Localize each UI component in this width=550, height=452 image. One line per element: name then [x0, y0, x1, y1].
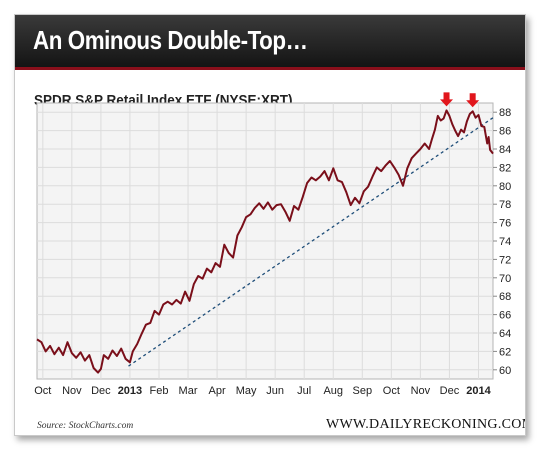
- y-tick-label: 76: [499, 218, 511, 230]
- down-arrow-icon: [440, 92, 454, 107]
- x-tick-label: Nov: [411, 385, 431, 397]
- y-tick-label: 88: [499, 107, 511, 119]
- y-tick-label: 72: [499, 254, 511, 266]
- x-tick-label: May: [236, 385, 257, 397]
- x-tick-label: Feb: [150, 385, 169, 397]
- x-tick-label: Dec: [440, 385, 460, 397]
- down-arrow-icon: [466, 93, 480, 108]
- source-credit: Source: StockCharts.com: [37, 421, 134, 431]
- website-credit: WWW.DAILYRECKONING.COM: [326, 417, 526, 432]
- chart-card: An Ominous Double-Top… SPDR S&P Retail I…: [14, 14, 526, 436]
- y-tick-label: 86: [499, 126, 511, 138]
- double-top-arrow: [466, 93, 480, 108]
- x-tick-label: Dec: [91, 385, 111, 397]
- x-tick-label: 2014: [466, 385, 491, 397]
- y-tick-label: 62: [499, 346, 511, 358]
- x-tick-label: Jun: [266, 385, 284, 397]
- y-tick-label: 74: [499, 236, 511, 248]
- x-tick-label: Jul: [297, 385, 311, 397]
- y-tick-label: 60: [499, 365, 511, 377]
- price-series-line: [36, 109, 494, 374]
- x-tick-label: Sep: [353, 385, 373, 397]
- banner-title: An Ominous Double-Top…: [33, 25, 308, 55]
- y-tick-label: 66: [499, 310, 511, 322]
- price-chart: 60 62 64 66 68 70 72 74 76 78 80 82 84 86 88 Oct Nov Dec 2…: [34, 92, 511, 397]
- x-tick-label: Aug: [323, 385, 343, 397]
- y-tick-label: 80: [499, 181, 511, 193]
- y-tick-label: 64: [499, 328, 511, 340]
- x-tick-label: Apr: [209, 385, 226, 397]
- y-tick-label: 70: [499, 273, 511, 285]
- y-tick-label: 78: [499, 199, 511, 211]
- x-tick-label: 2013: [118, 385, 142, 397]
- double-top-arrow: [440, 92, 454, 107]
- x-tick-label: Mar: [179, 385, 198, 397]
- y-tick-label: 82: [499, 162, 511, 174]
- support-trendline: [128, 117, 494, 367]
- x-tick-label: Oct: [383, 385, 400, 397]
- x-tick-label: Oct: [34, 385, 51, 397]
- y-tick-label: 68: [499, 291, 511, 303]
- x-tick-label: Nov: [62, 385, 82, 397]
- banner: An Ominous Double-Top…: [15, 15, 525, 70]
- y-tick-label: 84: [499, 144, 511, 156]
